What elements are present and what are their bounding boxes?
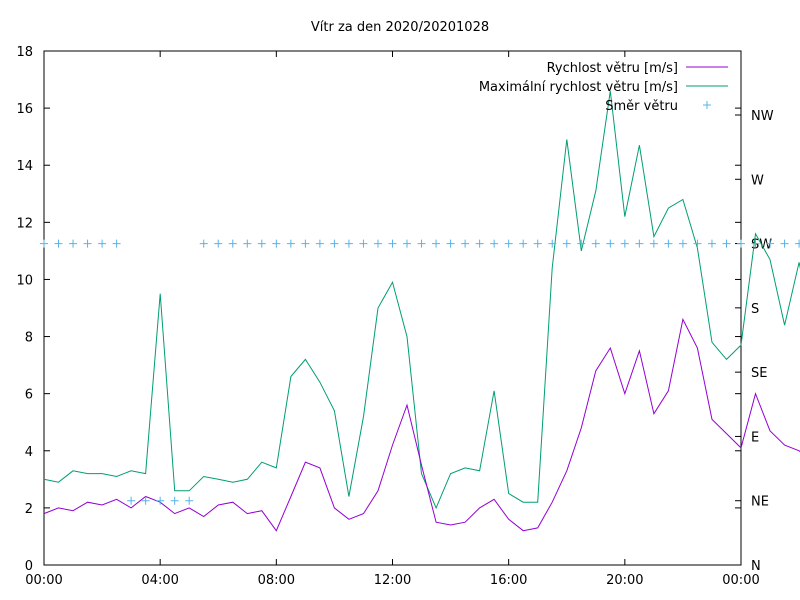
direction-point bbox=[432, 239, 441, 248]
series-line bbox=[43, 90, 800, 510]
direction-point bbox=[766, 239, 775, 248]
direction-point bbox=[722, 239, 731, 248]
legend-swatch bbox=[703, 101, 711, 109]
direction-point bbox=[620, 239, 629, 248]
direction-point bbox=[751, 239, 760, 248]
x-axis: 00:00 04:00 08:00 12:00 16:00 20:00 00:00 bbox=[25, 51, 760, 588]
x-tick-label: 16:00 bbox=[490, 573, 527, 588]
y-tick-label-left: 12 bbox=[16, 216, 33, 231]
direction-point bbox=[170, 496, 179, 505]
direction-point bbox=[591, 239, 600, 248]
direction-point bbox=[678, 239, 687, 248]
direction-point bbox=[533, 239, 542, 248]
y-tick-label-left: 18 bbox=[16, 45, 33, 60]
direction-point bbox=[156, 496, 165, 505]
y-tick-label-left: 2 bbox=[25, 502, 33, 517]
direction-point bbox=[272, 239, 281, 248]
direction-point bbox=[185, 496, 194, 505]
direction-point bbox=[780, 239, 789, 248]
direction-point bbox=[286, 239, 295, 248]
x-tick-label: 04:00 bbox=[141, 573, 178, 588]
direction-point bbox=[707, 239, 716, 248]
direction-point bbox=[548, 239, 557, 248]
direction-point bbox=[228, 239, 237, 248]
y-tick-label-left: 6 bbox=[25, 388, 33, 403]
direction-point bbox=[664, 239, 673, 248]
y-axis-left: 0 2 4 6 8 10 12 14 16 18 bbox=[16, 45, 741, 574]
y-tick-label-right: NE bbox=[751, 495, 769, 510]
direction-point bbox=[795, 239, 800, 248]
direction-point bbox=[403, 239, 412, 248]
y-tick-label-right: SE bbox=[751, 366, 767, 381]
direction-point bbox=[635, 239, 644, 248]
direction-point bbox=[83, 239, 92, 248]
legend-label: Maximální rychlost větru [m/s] bbox=[479, 80, 678, 95]
direction-point bbox=[127, 496, 136, 505]
y-tick-label-right: NW bbox=[751, 109, 774, 124]
series-layer bbox=[40, 90, 800, 532]
direction-point bbox=[475, 239, 484, 248]
direction-point bbox=[40, 239, 48, 248]
direction-point bbox=[112, 239, 121, 248]
chart-title: Vítr za den 2020/20201028 bbox=[311, 20, 489, 35]
y-tick-label-left: 14 bbox=[16, 159, 33, 174]
legend-label: Rychlost větru [m/s] bbox=[547, 61, 678, 76]
direction-point bbox=[54, 239, 63, 248]
x-tick-label: 12:00 bbox=[374, 573, 411, 588]
x-tick-label: 00:00 bbox=[25, 573, 62, 588]
direction-point bbox=[199, 239, 208, 248]
y-tick-label-right: S bbox=[751, 302, 759, 317]
legend: Rychlost větru [m/s] Maximální rychlost v… bbox=[479, 61, 728, 114]
y-tick-label-left: 10 bbox=[16, 273, 33, 288]
y-tick-label-left: 8 bbox=[25, 331, 33, 346]
y-tick-label-right: E bbox=[751, 430, 759, 445]
legend-label: Směr větru bbox=[605, 99, 678, 114]
series-line bbox=[43, 317, 800, 532]
direction-point bbox=[519, 239, 528, 248]
direction-point bbox=[359, 239, 368, 248]
direction-point bbox=[649, 239, 658, 248]
direction-point bbox=[98, 239, 107, 248]
x-tick-label: 00:00 bbox=[722, 573, 759, 588]
direction-point bbox=[301, 239, 310, 248]
y-tick-label-right: W bbox=[751, 173, 764, 188]
direction-point bbox=[243, 239, 252, 248]
direction-point bbox=[344, 239, 353, 248]
plot-frame bbox=[43, 50, 742, 566]
direction-point bbox=[693, 239, 702, 248]
direction-point bbox=[214, 239, 223, 248]
direction-point bbox=[461, 239, 470, 248]
y-tick-label-left: 16 bbox=[16, 102, 33, 117]
direction-point bbox=[315, 239, 324, 248]
y-tick-label-left: 0 bbox=[25, 559, 33, 574]
y-tick-label-right: N bbox=[751, 559, 761, 574]
direction-point bbox=[141, 496, 150, 505]
y-tick-label-left: 4 bbox=[25, 445, 33, 460]
direction-point bbox=[577, 239, 586, 248]
direction-point bbox=[490, 239, 499, 248]
direction-point bbox=[388, 239, 397, 248]
x-tick-label: 08:00 bbox=[258, 573, 295, 588]
direction-point bbox=[330, 239, 339, 248]
direction-point bbox=[606, 239, 615, 248]
direction-point bbox=[257, 239, 266, 248]
direction-point bbox=[446, 239, 455, 248]
direction-point bbox=[417, 239, 426, 248]
direction-point bbox=[504, 239, 513, 248]
direction-point bbox=[69, 239, 78, 248]
direction-point bbox=[737, 239, 745, 248]
x-tick-label: 20:00 bbox=[606, 573, 643, 588]
direction-point bbox=[373, 239, 382, 248]
direction-point bbox=[562, 239, 571, 248]
